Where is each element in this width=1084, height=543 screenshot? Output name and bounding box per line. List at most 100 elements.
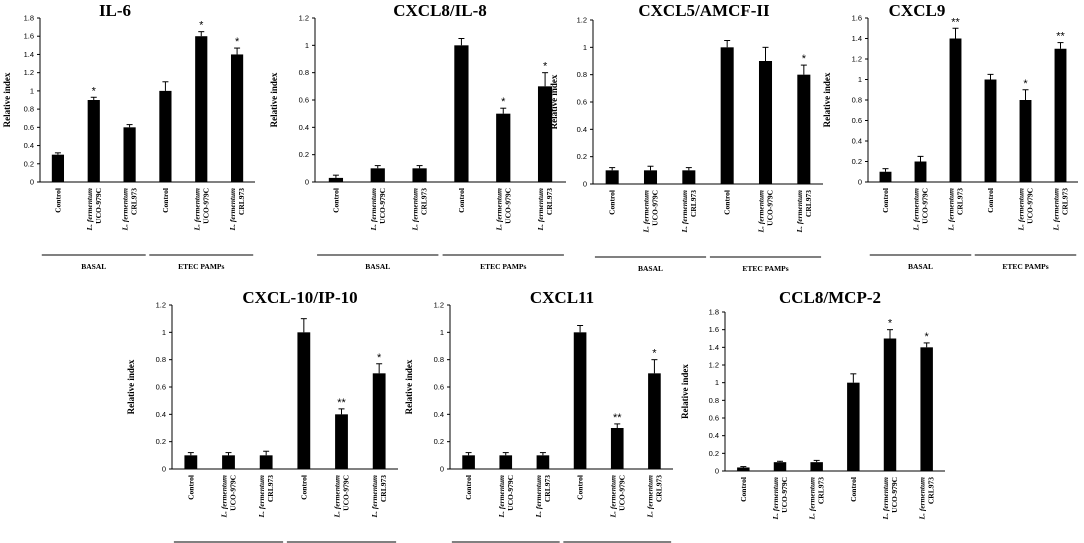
chart-5-bar [536,455,550,469]
chart-6-xtick-label: Control [849,477,858,502]
chart-4-xtick-label: L. fermentum [257,475,266,519]
chart-2-group-label: BASAL [638,264,663,273]
chart-5-ytick-label: 0.6 [434,383,444,392]
chart-0-ytick-label: 1 [30,86,34,95]
chart-6-ytick-label: 0.6 [709,414,719,423]
chart-5-title: CXCL11 [530,288,594,307]
chart-2-bar [682,170,696,184]
chart-0-bar [51,154,65,182]
chart-0-xtick-label: L. fermentum [121,188,130,232]
chart-2-xtick-label: L. fermentum [795,190,804,234]
chart-2-xtick-label: Control [723,190,732,215]
chart-4-ytick-label: 0.4 [156,410,166,419]
chart-4-xtick-label: UCO-979C [229,475,238,511]
chart-5-ytick-label: 0.2 [434,437,444,446]
chart-4-xtick-label: UCO-979C [342,475,351,511]
chart-4-ytick-label: 0.6 [156,383,166,392]
chart-0-ytick-label: 0.8 [24,105,34,114]
chart-3-group-label: ETEC PAMPs [1002,262,1048,271]
chart-3-bar [879,171,892,182]
chart-3-group-label: BASAL [908,262,933,271]
chart-1-ytick-label: 0.8 [299,68,309,77]
chart-3-xtick-label: L. fermentum [1017,188,1026,232]
chart-1-bar [370,168,385,182]
chart-1-xtick-label: Control [331,188,340,213]
chart-3-xtick-label: L. fermentum [912,188,921,232]
chart-2-bar [720,47,734,185]
chart-3-xtick-label: Control [881,188,890,213]
chart-0-ytick-label: 0.6 [24,123,34,132]
chart-4-xtick-label: CRL973 [379,475,388,502]
chart-5-ytick-label: 0 [440,465,444,474]
chart-1-bar [328,177,344,182]
chart-0-bar [159,90,172,182]
chart-2-title: CXCL5/AMCF-II [638,1,770,20]
chart-2-ytick-label: 0.6 [577,98,587,107]
chart-5-xtick-label: UCO-979C [506,475,515,511]
chart-3-xtick-label: Control [986,188,995,213]
chart-4-ytick-label: 0.2 [156,437,166,446]
chart-6-xtick-label: Control [739,477,748,502]
chart-6-xtick-label: L. fermentum [918,477,927,521]
chart-3-ytick-label: 0.4 [852,137,862,146]
chart-5-bar [573,332,587,469]
chart-3-xtick-label: UCO-979C [921,188,930,224]
chart-6-bar [737,467,750,471]
chart-6-ytick-label: 0.2 [709,449,719,458]
chart-5-xtick-label: L. fermentum [608,475,617,519]
chart-6-xtick-label: CRL973 [817,477,826,504]
chart-3-title: CXCL9 [889,1,946,20]
chart-1-bar [412,168,427,182]
chart-0-significance: * [199,20,204,32]
chart-5-bar [499,455,513,469]
chart-3-xtick-label: CRL973 [1061,188,1070,215]
chart-2-bar [758,61,773,184]
chart-0-xtick-label: UCO-979C [201,188,210,224]
chart-6-xtick-label: UCO-979C [780,477,789,513]
chart-1-xtick-label: CRL973 [420,188,429,215]
chart-1-bar [454,45,469,183]
chart-6-significance: * [925,331,930,343]
chart-0-xtick-label: CRL973 [237,188,246,215]
chart-0-xtick-label: L. fermentum [192,188,201,232]
chart-3-ytick-label: 1.2 [852,55,862,64]
chart-2-xtick-label: L. fermentum [642,190,651,234]
chart-3-bar [949,38,962,182]
chart-4-bar [372,373,386,469]
chart-0-ytick-label: 1.8 [24,14,34,23]
chart-4-xtick-label: L. fermentum [370,475,379,519]
chart-5-ylabel: Relative index [404,359,414,414]
chart-4-title: CXCL-10/IP-10 [242,288,357,307]
chart-3-xtick-label: CRL973 [956,188,965,215]
chart-3-ytick-label: 1.4 [852,34,862,43]
chart-4-xtick-label: L. fermentum [333,475,342,519]
chart-6-significance: * [888,318,893,330]
chart-0-ytick-label: 0.4 [24,141,34,150]
chart-0-bar [87,100,100,182]
chart-0-group-label: BASAL [81,262,106,271]
chart-2-xtick-label: UCO-979C [651,190,660,226]
chart-1-bar [496,113,511,182]
chart-4-xtick-label: Control [186,475,195,500]
chart-1-ytick-label: 0.6 [299,96,309,105]
chart-5-xtick-label: UCO-979C [617,475,626,511]
chart-5-xtick-label: L. fermentum [534,475,543,519]
chart-6-xtick-label: L. fermentum [771,477,780,521]
chart-0-ytick-label: 0 [30,178,34,187]
chart-5-xtick-label: L. fermentum [645,475,654,519]
chart-6-ytick-label: 1.2 [709,361,719,370]
chart-3-bar [1054,48,1067,182]
chart-3-ytick-label: 0.6 [852,116,862,125]
chart-2-xtick-label: CRL973 [804,190,813,217]
chart-1-xtick-label: UCO-979C [378,188,387,224]
chart-5-ytick-label: 0.8 [434,355,444,364]
chart-1-ytick-label: 0.4 [299,123,309,132]
chart-5-bar [648,373,661,469]
chart-1-ytick-label: 1.2 [299,14,309,23]
chart-0-significance: * [92,85,97,97]
chart-3-ytick-label: 1 [858,75,862,84]
chart-2-xtick-label: L. fermentum [757,190,766,234]
chart-0-xtick-label: Control [53,188,62,213]
chart-3-ytick-label: 1.6 [852,14,862,23]
chart-1-significance: * [501,96,506,108]
